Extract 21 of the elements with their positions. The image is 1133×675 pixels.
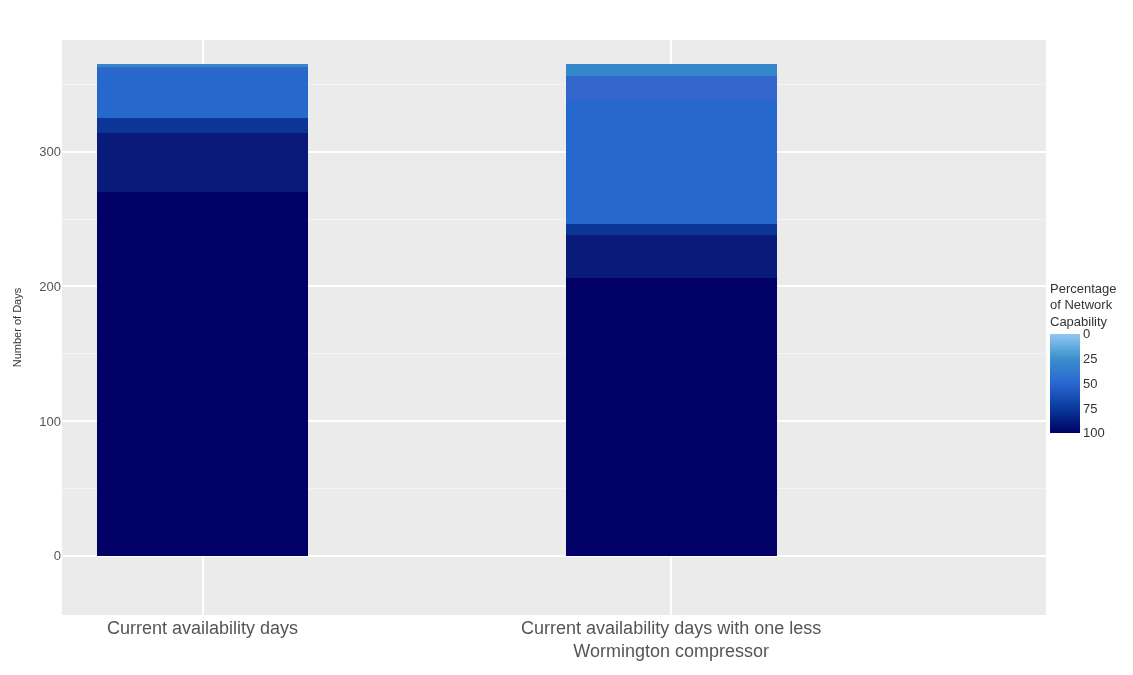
bar bbox=[566, 278, 777, 556]
bar bbox=[566, 224, 777, 235]
color-bar-label: 25 bbox=[1083, 350, 1098, 366]
bar bbox=[566, 235, 777, 278]
color-bar-label: 75 bbox=[1083, 400, 1098, 416]
x-tick-label: Current availability days bbox=[107, 618, 299, 638]
bar bbox=[97, 192, 308, 556]
bar bbox=[97, 133, 308, 192]
bar bbox=[566, 101, 777, 224]
color-bar-label: 100 bbox=[1083, 425, 1105, 441]
bar bbox=[566, 76, 777, 101]
bar bbox=[97, 70, 308, 118]
y-tick-label: 300 bbox=[39, 144, 61, 160]
x-tick-label: Current availability days with one less Wormington compressor bbox=[521, 618, 822, 662]
y-axis-title: Number of Days bbox=[10, 287, 23, 368]
color-bar-label: 50 bbox=[1083, 375, 1098, 391]
y-tick-label: 100 bbox=[39, 413, 61, 429]
y-tick-label: 0 bbox=[53, 548, 61, 564]
y-tick-label: 200 bbox=[39, 278, 61, 294]
bar bbox=[97, 118, 308, 133]
bar bbox=[566, 64, 777, 76]
